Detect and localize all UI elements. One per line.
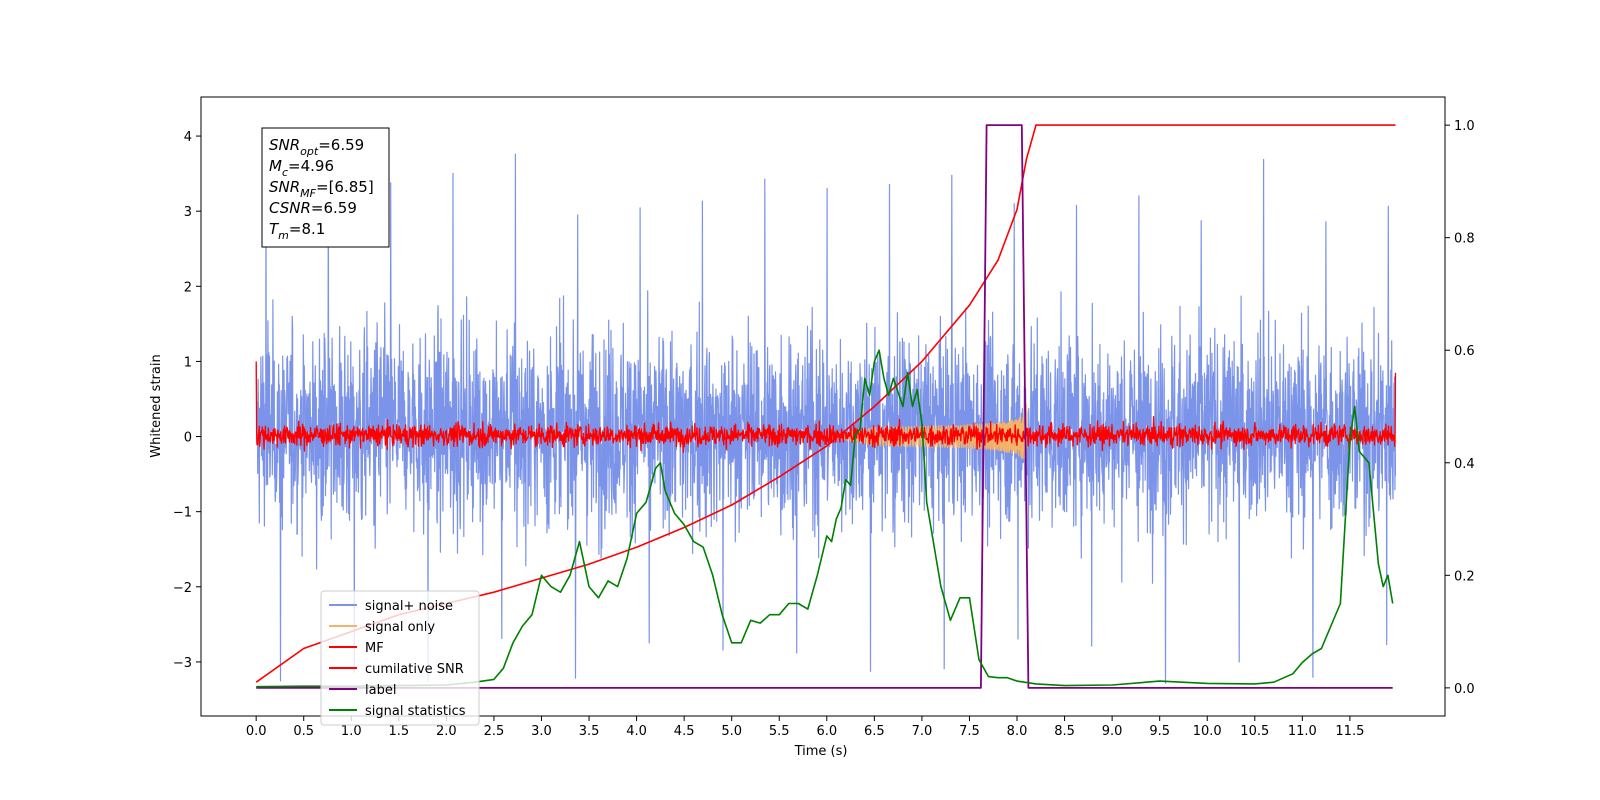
annotation-line: SNRMF=[6.85] (269, 178, 374, 200)
axis-ticks: 0.0 0.5 1.0 1.5 2.0 2.5 3.0 3.5 4.0 4.5 5.0 5.5 6.0 6… (173, 119, 1475, 739)
x-tick-label: 8.5 (1054, 724, 1075, 739)
y2-tick-label: 0.0 (1454, 682, 1475, 697)
annotation-variable: SNR (269, 178, 300, 196)
x-tick-label: 8.0 (1007, 724, 1028, 739)
annotation-line: CSNR=6.59 (269, 199, 357, 217)
x-tick-label: 9.5 (1149, 724, 1170, 739)
y2-tick-label: 0.4 (1454, 457, 1475, 472)
annotation-variable: M (269, 157, 282, 175)
x-tick-label: 5.0 (721, 724, 742, 739)
annotation-subscript: c (282, 166, 288, 179)
annotation-value: =4.96 (288, 157, 334, 175)
annotation-value: =6.59 (311, 199, 357, 217)
y-tick-label: 3 (184, 205, 192, 220)
annotation-value: =6.59 (318, 136, 364, 154)
axes-frame (200, 96, 1446, 717)
x-tick-label: 11.5 (1335, 724, 1364, 739)
y2-tick-label: 1.0 (1454, 119, 1475, 134)
x-tick-label: 7.5 (959, 724, 980, 739)
legend-frame (320, 590, 480, 726)
annotation-subscript: opt (300, 145, 319, 158)
annotation-box: SNRopt=6.59Mc=4.96SNRMF=[6.85]CSNR=6.59T… (261, 127, 390, 248)
annotation-variable: T (269, 220, 280, 238)
y-tick-label: −2 (173, 581, 192, 596)
x-tick-label: 0.5 (293, 724, 314, 739)
x-tick-label: 9.0 (1102, 724, 1123, 739)
annotation-line: SNRopt=6.59 (269, 136, 364, 158)
annotation-variable: SNR (269, 136, 300, 154)
annotation-variable: CSNR (269, 199, 311, 217)
x-tick-label: 0.0 (246, 724, 267, 739)
legend-label: signal statistics (365, 704, 466, 719)
x-tick-label: 3.0 (531, 724, 552, 739)
y-axis-label: Whitened strain (149, 354, 164, 457)
x-tick-label: 3.5 (579, 724, 600, 739)
y-tick-label: 1 (184, 355, 192, 370)
y2-tick-label: 0.2 (1454, 569, 1475, 584)
x-tick-label: 6.5 (864, 724, 885, 739)
x-tick-label: 11.0 (1288, 724, 1317, 739)
y2-tick-label: 0.8 (1454, 232, 1475, 247)
legend-label: signal only (365, 620, 435, 635)
x-tick-label: 2.0 (436, 724, 457, 739)
series-mf-line (255, 361, 1397, 453)
y-tick-label: 4 (184, 130, 192, 145)
annotation-line: Mc=4.96 (269, 157, 334, 179)
x-tick-label: 10.5 (1240, 724, 1269, 739)
x-tick-label: 1.0 (341, 724, 362, 739)
legend-label: signal+ noise (365, 599, 453, 614)
x-tick-label: 6.0 (816, 724, 837, 739)
series-signal-statistics-line (256, 349, 1394, 688)
annotation-frame (261, 127, 390, 248)
y-tick-label: 2 (184, 280, 192, 295)
x-tick-label: 7.0 (912, 724, 933, 739)
annotation-subscript: m (278, 229, 289, 242)
y2-tick-label: 0.6 (1454, 344, 1475, 359)
annotation-line: Tm=8.1 (269, 220, 325, 242)
x-tick-label: 4.5 (674, 724, 695, 739)
y-tick-label: −3 (173, 656, 192, 671)
x-axis-label: Time (s) (794, 744, 848, 759)
legend-label: MF (365, 641, 384, 656)
annotation-subscript: MF (300, 187, 316, 200)
y-tick-label: 0 (184, 431, 192, 446)
x-tick-label: 4.0 (626, 724, 647, 739)
y-tick-label: −1 (173, 506, 192, 521)
legend-label: label (365, 683, 396, 698)
x-tick-label: 5.5 (769, 724, 790, 739)
annotation-value: =8.1 (289, 220, 325, 238)
legend-label: cumilative SNR (365, 662, 464, 677)
series-label-line (256, 124, 1393, 689)
x-tick-label: 10.0 (1193, 724, 1222, 739)
legend: signal+ noise signal only MF cumilative SNR… (320, 590, 480, 726)
annotation-value: =[6.85] (316, 178, 374, 196)
x-tick-label: 2.5 (484, 724, 505, 739)
x-tick-label: 1.5 (388, 724, 409, 739)
